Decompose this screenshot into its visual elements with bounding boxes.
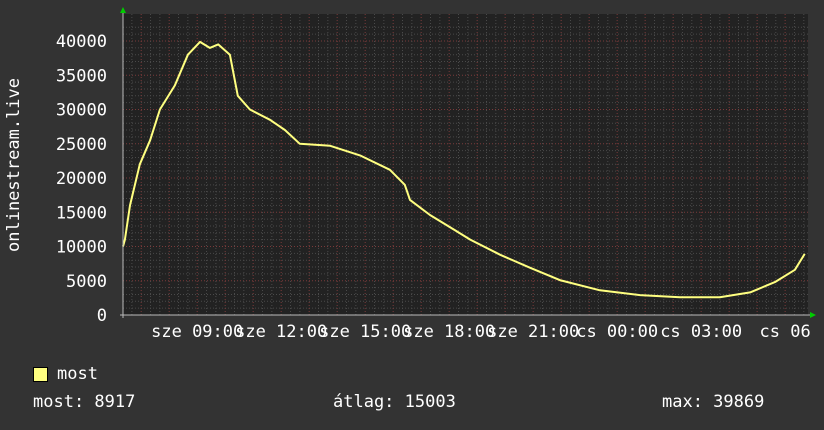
- x-tick-label: sze 21:00: [487, 322, 579, 342]
- series-layer: [122, 40, 806, 299]
- grid: [123, 14, 808, 315]
- y-tick-label: 5000: [66, 272, 107, 292]
- legend: most: [33, 364, 98, 384]
- stat-average: átlag: 15003: [333, 392, 456, 412]
- stat-current: most: 8917: [33, 392, 136, 412]
- series-line-most: [122, 40, 806, 299]
- x-tick-label: sze 15:00: [319, 322, 411, 342]
- x-tick-label: cs 00:00: [576, 322, 658, 342]
- y-tick-label: 25000: [56, 135, 107, 155]
- y-tick-label: 15000: [56, 203, 107, 223]
- y-tick-label: 10000: [56, 238, 107, 258]
- y-tick-label: 0: [97, 306, 107, 326]
- x-tick-label: sze 18:00: [403, 322, 495, 342]
- y-tick-label: 30000: [56, 101, 107, 121]
- y-tick-label: 35000: [56, 66, 107, 86]
- x-tick-label: sze 12:00: [235, 322, 327, 342]
- y-axis-label: onlinestream.live: [4, 78, 24, 252]
- x-tick-label: cs 03:00: [660, 322, 742, 342]
- stat-max: max: 39869: [662, 392, 765, 412]
- legend-swatch: [33, 366, 48, 382]
- x-axis-arrow-icon: [810, 312, 816, 318]
- y-axis-ticks: 0 5000 10000 15000 20000 25000 30000 35000 40000: [56, 32, 107, 326]
- legend-label: most: [57, 364, 98, 384]
- y-tick-label: 40000: [56, 32, 107, 52]
- y-axis-arrow-icon: [120, 7, 126, 13]
- x-tick-label: sze 09:00: [151, 322, 243, 342]
- x-tick-label: cs 06: [760, 322, 811, 342]
- y-tick-label: 20000: [56, 169, 107, 189]
